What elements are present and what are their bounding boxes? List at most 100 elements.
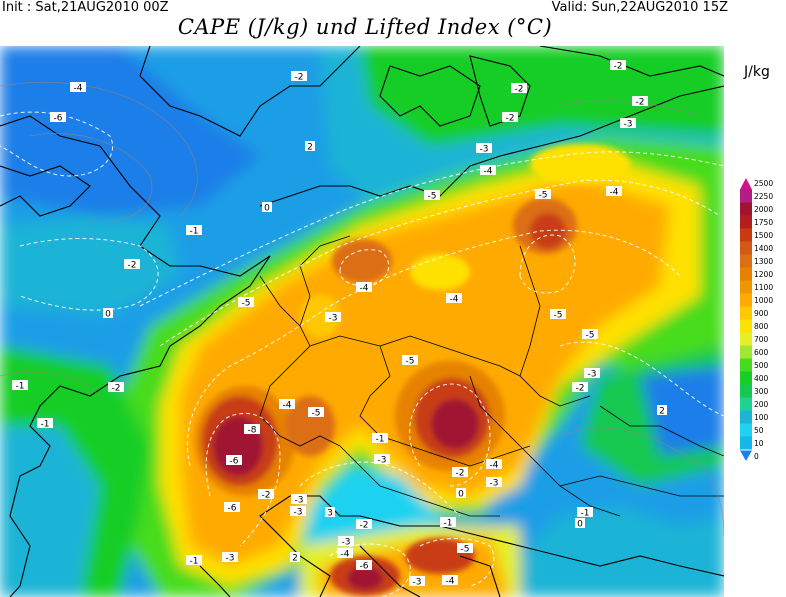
- contour-label-text: -6: [228, 504, 237, 514]
- colorbar-tick-label: 1500: [754, 231, 773, 240]
- contour-label-text: -5: [586, 331, 595, 341]
- colorbar-legend: 0 10 50 100 200 300 400 500 600 700 800 900 1000 1100…: [735, 178, 786, 467]
- contour-label: -3: [291, 494, 307, 506]
- contour-label-text: 2: [659, 407, 665, 417]
- colorbar-swatch: [740, 306, 752, 320]
- contour-label: -4: [606, 186, 622, 198]
- colorbar-tick-label: 2250: [754, 192, 773, 201]
- contour-label-text: -1: [376, 435, 385, 445]
- contour-label-text: -4: [283, 401, 292, 411]
- colorbar-tick-label: 1400: [754, 244, 773, 253]
- colorbar-swatch: [740, 371, 752, 385]
- contour-label-text: -1: [16, 382, 25, 392]
- colorbar-tick-label: 500: [754, 361, 769, 370]
- colorbar-swatch: [740, 345, 752, 359]
- contour-label-text: 0: [105, 310, 111, 320]
- contour-label: -3: [409, 576, 425, 588]
- unit-label: J/kg: [744, 64, 770, 80]
- colorbar-tick-label: 1000: [754, 296, 773, 305]
- contour-label-text: -4: [446, 577, 455, 587]
- contour-label-text: -3: [378, 456, 387, 466]
- contour-label: -5: [238, 297, 254, 309]
- contour-label-text: -4: [450, 295, 459, 305]
- colorbar-tick-label: 50: [754, 426, 764, 435]
- contour-label: -6: [356, 560, 372, 572]
- contour-label: -3: [374, 454, 390, 466]
- colorbar-tick-label: 2500: [754, 179, 773, 188]
- contour-label: -4: [356, 282, 372, 294]
- contour-label-text: -4: [484, 167, 493, 177]
- contour-label: -1: [37, 418, 53, 430]
- contour-label-text: -2: [112, 384, 121, 394]
- contour-label-text: -5: [242, 299, 251, 309]
- contour-label-text: -2: [360, 521, 369, 531]
- contour-label-text: 0: [264, 204, 270, 214]
- cape-maxima: [195, 144, 630, 596]
- contour-label-text: -3: [413, 578, 422, 588]
- contour-label-text: -1: [581, 509, 590, 519]
- lifted-index-contours: [0, 111, 724, 597]
- contour-labels: -2-4-62-1-20-1 -2-1-1 -3-2-2-2-2-3-3-4-5 -5…: [12, 60, 667, 588]
- contour-label-text: 0: [458, 490, 464, 500]
- contour-label-text: -1: [190, 557, 199, 567]
- colorbar-swatch: [740, 436, 752, 450]
- contour-label-text: -2: [295, 73, 304, 83]
- contour-label-text: -2: [576, 384, 585, 394]
- contour-label: -2: [572, 382, 588, 394]
- contour-label-text: -5: [461, 545, 470, 555]
- colorbar-swatch: [740, 254, 752, 268]
- contour-label: -5: [402, 355, 418, 367]
- colorbar-tick-label: 700: [754, 335, 769, 344]
- colorbar-tick-label: 1100: [754, 283, 773, 292]
- contour-label: -4: [337, 548, 353, 560]
- chart-title: CAPE (J/kg) und Lifted Index (°C): [177, 15, 553, 39]
- contour-label: 0: [456, 488, 466, 500]
- contour-label-text: -3: [480, 145, 489, 155]
- contour-label: -2: [124, 259, 140, 271]
- contour-label: -1: [12, 380, 28, 392]
- contour-label-text: -6: [54, 114, 63, 124]
- colorbar-swatch: [740, 293, 752, 307]
- contour-label-text: -3: [588, 370, 597, 380]
- colorbar-swatch: [740, 384, 752, 398]
- contour-label-text: -2: [456, 469, 465, 479]
- contour-label-text: -3: [295, 496, 304, 506]
- contour-label: -2: [502, 112, 518, 124]
- contour-label: -2: [356, 519, 372, 531]
- contour-label: -2: [632, 96, 648, 108]
- contour-label: -5: [424, 190, 440, 202]
- contour-label: -3: [222, 552, 238, 564]
- contour-label: -4: [486, 459, 502, 471]
- contour-label: 0: [103, 308, 113, 320]
- contour-label: -1: [186, 555, 202, 567]
- contour-label-text: -3: [294, 508, 303, 518]
- contour-label: -5: [457, 543, 473, 555]
- contour-label: -3: [620, 118, 636, 130]
- contour-label-text: 2: [307, 143, 313, 153]
- contour-label-text: -2: [614, 62, 623, 72]
- contour-label: -4: [70, 82, 86, 94]
- contour-label-text: -4: [490, 461, 499, 471]
- grey-isolines: [0, 81, 724, 537]
- contour-label: -3: [584, 368, 600, 380]
- contour-label-text: -3: [342, 538, 351, 548]
- contour-label-text: -3: [490, 479, 499, 489]
- contour-label: -3: [476, 143, 492, 155]
- colorbar-swatch: [740, 178, 752, 190]
- contour-label-text: -6: [230, 457, 239, 467]
- contour-label: -8: [244, 424, 260, 436]
- colorbar-tick-label: 600: [754, 348, 769, 357]
- contour-label-text: -1: [190, 227, 199, 237]
- contour-label: -4: [446, 293, 462, 305]
- contour-label: 2: [657, 405, 667, 417]
- contour-label: -4: [480, 165, 496, 177]
- contour-label-text: -5: [554, 311, 563, 321]
- contour-label: 0: [575, 518, 585, 530]
- contour-label: -5: [535, 189, 551, 201]
- contour-label: -2: [452, 467, 468, 479]
- colorbar-tick-label: 800: [754, 322, 769, 331]
- contour-label: -3: [290, 506, 306, 518]
- colorbar-swatch: [740, 228, 752, 242]
- contour-label: -2: [291, 71, 307, 83]
- colorbar-swatch: [740, 397, 752, 411]
